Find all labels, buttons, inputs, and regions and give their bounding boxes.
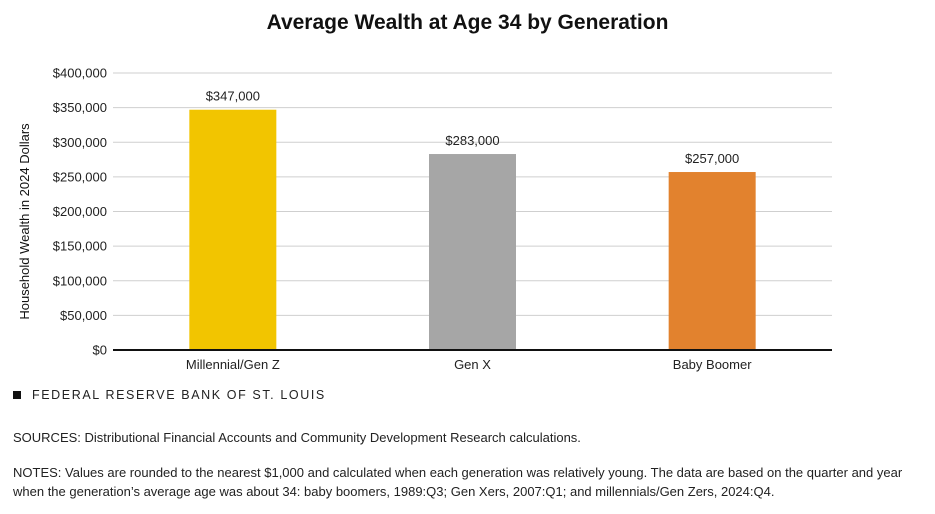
x-tick-label: Baby Boomer bbox=[673, 357, 752, 372]
source-organization: FEDERAL RESERVE BANK OF ST. LOUIS bbox=[13, 388, 326, 402]
x-tick-label: Millennial/Gen Z bbox=[186, 357, 280, 372]
y-axis-ticks: $0 $50,000 $100,000 $150,000 $200,000 $250,00… bbox=[53, 66, 107, 358]
y-tick-label: $350,000 bbox=[53, 100, 107, 115]
data-label: $283,000 bbox=[445, 133, 499, 148]
data-labels: $347,000 $283,000 $257,000 bbox=[206, 89, 740, 166]
chart-title: Average Wealth at Age 34 by Generation bbox=[266, 11, 669, 34]
y-tick-label: $400,000 bbox=[53, 66, 107, 81]
x-axis-ticks: Millennial/Gen Z Gen X Baby Boomer bbox=[186, 357, 752, 372]
x-tick-label: Gen X bbox=[454, 357, 491, 372]
y-tick-label: $50,000 bbox=[60, 308, 107, 323]
y-tick-label: $300,000 bbox=[53, 135, 107, 150]
bar bbox=[668, 172, 756, 350]
bar-chart: $0 $50,000 $100,000 $150,000 $200,000 $250,00… bbox=[17, 66, 832, 372]
data-label: $257,000 bbox=[685, 151, 739, 166]
y-tick-label: $200,000 bbox=[53, 204, 107, 219]
bar bbox=[429, 154, 516, 350]
square-bullet-icon bbox=[13, 391, 21, 399]
bar bbox=[189, 109, 277, 350]
y-tick-label: $0 bbox=[93, 343, 107, 358]
bars bbox=[189, 109, 756, 350]
y-tick-label: $250,000 bbox=[53, 169, 107, 184]
data-label: $347,000 bbox=[206, 89, 260, 104]
notes-text: NOTES: Values are rounded to the nearest… bbox=[13, 465, 903, 499]
source-organization-text: FEDERAL RESERVE BANK OF ST. LOUIS bbox=[32, 388, 326, 402]
y-tick-label: $100,000 bbox=[53, 273, 107, 288]
y-axis-label: Household Wealth in 2024 Dollars bbox=[17, 123, 32, 320]
y-tick-label: $150,000 bbox=[53, 239, 107, 254]
sources-note: SOURCES: Distributional Financial Accoun… bbox=[13, 430, 581, 445]
